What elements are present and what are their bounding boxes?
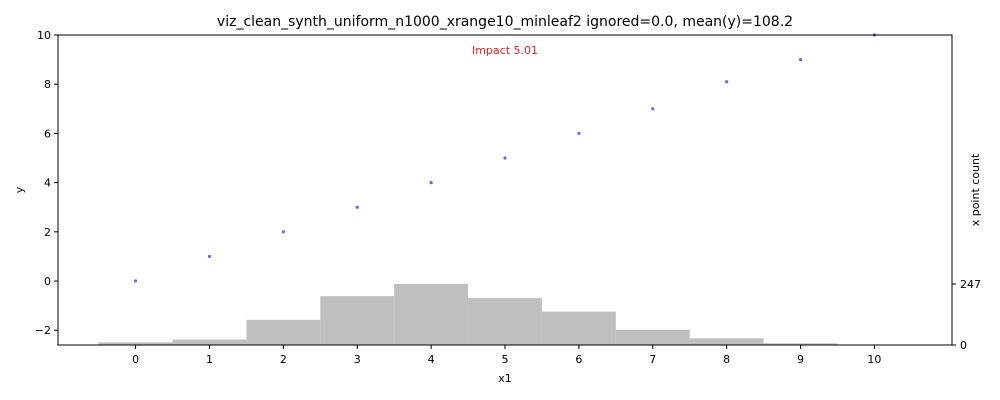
- histogram-bar: [172, 339, 247, 345]
- x-axis: 0 1 2 3 4 5 6 7 8 9 10: [132, 345, 881, 366]
- data-point: [577, 131, 581, 136]
- histogram-bar: [763, 343, 838, 345]
- x-tick-label: 3: [354, 353, 361, 366]
- y-axis-label: y: [13, 186, 26, 193]
- y-tick-label: 6: [44, 127, 51, 140]
- data-point: [207, 254, 212, 259]
- histogram-bar: [541, 311, 616, 345]
- x-tick-label: 5: [502, 353, 509, 366]
- histogram-bar: [320, 296, 395, 345]
- x-tick-label: 1: [206, 353, 213, 366]
- x-tick-label: 8: [723, 353, 730, 366]
- y-tick-label: −2: [35, 324, 51, 337]
- right-tick-label: 247: [960, 278, 981, 291]
- y-tick-label: 8: [44, 78, 51, 91]
- x-tick-label: 4: [428, 353, 435, 366]
- data-point: [429, 181, 433, 185]
- histogram-bar: [468, 298, 542, 345]
- x-tick-label: 6: [575, 353, 582, 366]
- data-point: [798, 58, 803, 62]
- chart-title: viz_clean_synth_uniform_n1000_xrange10_m…: [217, 14, 793, 30]
- data-point: [651, 107, 655, 111]
- x-tick-label: 10: [867, 353, 881, 366]
- scatter-layer: [133, 33, 877, 283]
- histogram-bar: [98, 342, 173, 345]
- right-tick-label: 0: [960, 339, 967, 352]
- data-point: [725, 80, 729, 84]
- histogram-layer: [98, 284, 912, 345]
- histogram-bar: [689, 338, 764, 345]
- data-point: [281, 230, 285, 234]
- x-tick-label: 0: [132, 353, 139, 366]
- histogram-bar: [246, 319, 321, 345]
- right-axis-label: x point count: [969, 153, 982, 226]
- y-tick-label: 0: [44, 275, 51, 288]
- x-tick-label: 9: [797, 353, 804, 366]
- impact-annotation: Impact 5.01: [472, 44, 538, 57]
- y-tick-label: 4: [44, 177, 51, 190]
- y-axis: −2 0 2 4 6 8 10: [35, 29, 58, 337]
- data-point: [503, 156, 507, 160]
- data-point: [133, 279, 138, 283]
- x-axis-label: x1: [498, 372, 512, 385]
- y-tick-label: 2: [44, 226, 51, 239]
- histogram-bar: [615, 329, 690, 345]
- x-tick-label: 2: [280, 353, 287, 366]
- y-tick-label: 10: [37, 29, 51, 42]
- x-tick-label: 7: [649, 353, 656, 366]
- data-point: [355, 205, 359, 209]
- histogram-bar: [394, 284, 469, 345]
- right-axis: 0 247: [952, 278, 981, 352]
